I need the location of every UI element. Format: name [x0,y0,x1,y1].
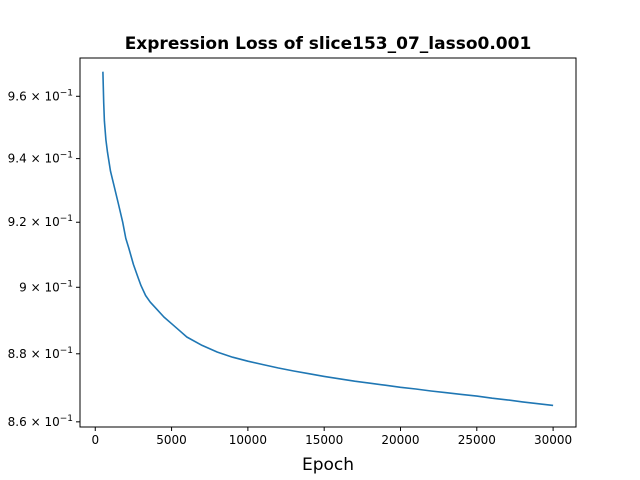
x-tick-label: 25000 [458,433,496,447]
plot-area: 0 5000 10000 15000 20000 25000 30000 8.6 × 10−… [8,57,577,447]
x-tick-label: 5000 [156,433,187,447]
y-axis: 8.6 × 10−1 8.8 × 10−1 9 × 10−1 9.2 × 10−1 9.… [8,88,80,429]
plot-frame [79,57,577,428]
y-tick-label: 9.2 × 10−1 [8,214,73,229]
x-axis-label: Epoch [302,455,354,475]
y-tick-label: 9.6 × 10−1 [8,88,73,103]
y-tick-label: 8.8 × 10−1 [8,346,73,361]
x-tick-label: 20000 [381,433,419,447]
y-tick-label: 8.6 × 10−1 [8,414,73,429]
x-tick-label: 30000 [534,433,572,447]
x-tick-label: 15000 [305,433,343,447]
x-axis: 0 5000 10000 15000 20000 25000 30000 [91,427,572,447]
loss-series-line [102,71,554,407]
x-tick-label: 0 [91,433,99,447]
series-layer [102,71,554,407]
chart-title: Expression Loss of slice153_07_lasso0.00… [125,34,532,54]
x-tick-label: 10000 [229,433,267,447]
y-tick-label: 9.4 × 10−1 [8,151,73,166]
y-tick-label: 9 × 10−1 [19,279,73,294]
